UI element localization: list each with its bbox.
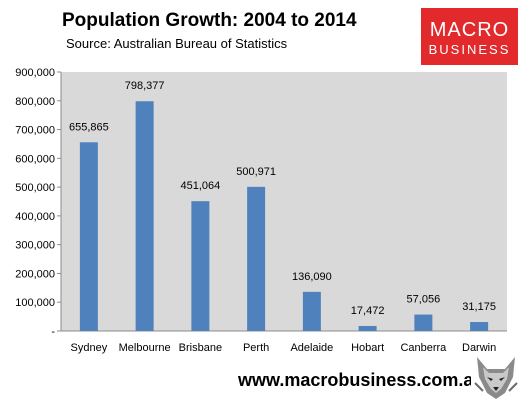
x-tick-label-darwin: Darwin [462,342,496,354]
x-tick-label-hobart: Hobart [351,342,384,354]
macrobusiness-logo[interactable]: MACRO BUSINESS [421,8,518,65]
y-tick-label: 200,000 [15,268,55,280]
data-label-adelaide: 136,090 [292,271,332,283]
data-label-melbourne: 798,377 [125,80,165,92]
y-axis-ticks: - 100,000 200,000 300,000 400,000 500,000 600,… [15,67,61,338]
y-tick-label: 900,000 [15,67,55,79]
x-tick-label-adelaide: Adelaide [290,342,333,354]
plot-area [61,72,507,331]
y-tick-label: 600,000 [15,153,55,165]
bar-brisbane [191,201,210,331]
x-axis-labels: Sydney Melbourne Brisbane Perth Adelaide Hoba… [71,342,497,354]
x-tick-label-melbourne: Melbourne [119,342,171,354]
data-label-canberra: 57,056 [407,294,441,306]
y-tick-label: - [51,326,55,338]
chart-title: Population Growth: 2004 to 2014 [62,10,357,31]
bar-sydney [79,142,98,331]
logo-line-1: MACRO [429,19,510,41]
footer-url-link[interactable]: www.macrobusiness.com.au [238,370,485,390]
bar-series: 655,865 798,377 451,064 500,971 136,090 17,47… [69,80,496,331]
data-label-hobart: 17,472 [351,305,385,317]
y-tick-label: 500,000 [15,182,55,194]
y-tick-label: 400,000 [15,211,55,223]
x-tick-label-sydney: Sydney [71,342,108,354]
bar-canberra [414,314,433,331]
data-label-perth: 500,971 [236,166,276,178]
x-tick-label-brisbane: Brisbane [179,342,222,354]
data-label-brisbane: 451,064 [180,180,220,192]
x-tick-label-perth: Perth [243,342,269,354]
y-tick-label: 100,000 [15,297,55,309]
x-tick-label-canberra: Canberra [400,342,447,354]
data-label-darwin: 31,175 [462,301,496,313]
y-tick-label: 300,000 [15,240,55,252]
bar-perth [247,186,266,331]
data-label-sydney: 655,865 [69,121,109,133]
y-tick-label: 700,000 [15,125,55,137]
bar-darwin [470,322,489,331]
bar-hobart [358,325,377,331]
wolf-logo-icon [471,353,521,401]
chart-subtitle: Source: Australian Bureau of Statistics [66,36,288,51]
bar-adelaide [302,291,321,331]
logo-line-2: BUSINESS [428,42,511,57]
bar-melbourne [135,101,154,331]
y-tick-label: 800,000 [15,96,55,108]
